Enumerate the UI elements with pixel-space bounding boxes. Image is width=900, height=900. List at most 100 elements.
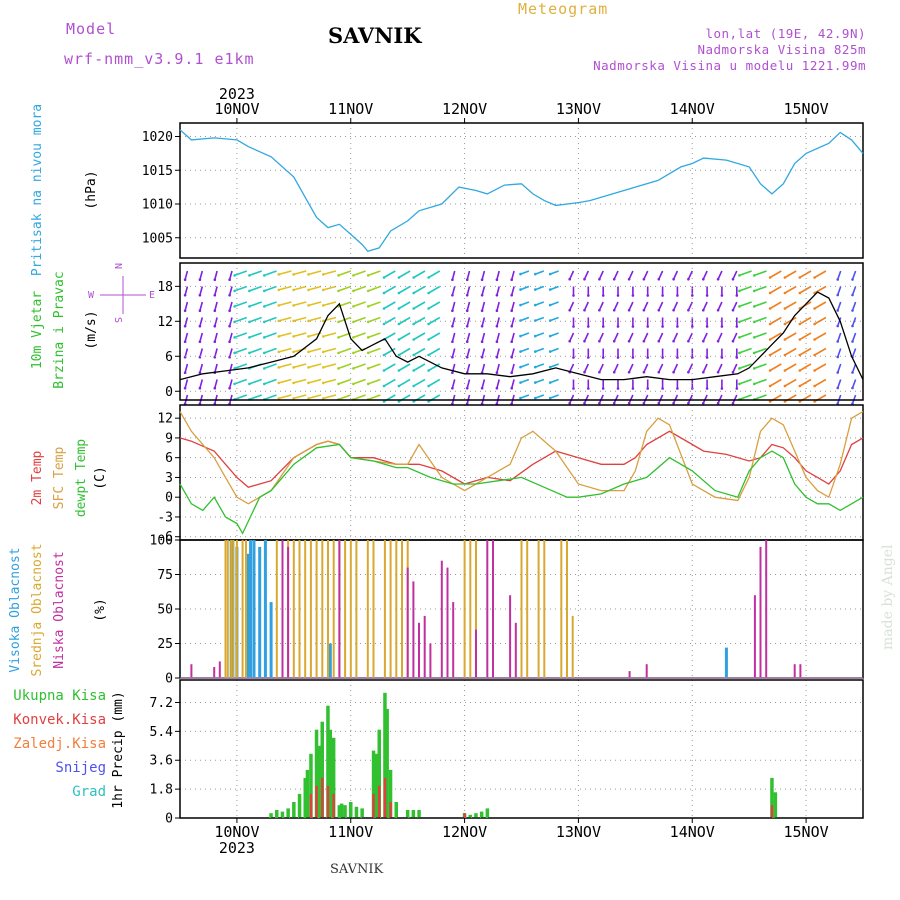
- wind-arrow: [658, 270, 664, 280]
- wind-arrow-head: [783, 400, 787, 403]
- wind-arrow: [496, 286, 500, 296]
- wind-arrow: [549, 285, 559, 291]
- wind-arrow: [769, 301, 782, 310]
- wind-arrow-head: [642, 370, 646, 374]
- cloud-bar: [230, 540, 233, 678]
- wind-arrow-head: [352, 305, 355, 308]
- wind-arrow: [836, 317, 842, 327]
- wind-arrow: [308, 378, 322, 384]
- wind-arrow-head: [738, 351, 741, 355]
- wind-arrow-head: [465, 324, 469, 328]
- wind-arrow-head: [510, 355, 513, 359]
- wind-arrow-head: [352, 289, 355, 293]
- wind-arrow: [520, 270, 530, 275]
- wind-arrow: [184, 317, 189, 327]
- wind-arrow-head: [587, 356, 590, 359]
- cloud-bar: [560, 540, 563, 678]
- wind-arrow-head: [616, 294, 620, 297]
- wind-arrow: [278, 347, 292, 353]
- wind-arrow-head: [263, 351, 266, 355]
- precip-legend-item: Snijeg: [55, 760, 106, 776]
- wind-arrow-head: [642, 277, 646, 281]
- wind-arrow: [814, 316, 827, 325]
- wind-arrow-head: [510, 293, 513, 297]
- temperature-line: [179, 430, 864, 489]
- wind-arrow: [428, 378, 441, 387]
- wind-arrow: [481, 332, 486, 342]
- cloud-bar: [190, 664, 193, 678]
- wind-arrow-head: [519, 365, 522, 369]
- wind-arrow: [481, 363, 486, 373]
- wind-arrow-head: [427, 276, 430, 279]
- wind-arrow: [799, 347, 812, 356]
- wind-arrow: [799, 332, 812, 341]
- precip-bar: [269, 813, 273, 818]
- wind-arrow-head: [495, 278, 499, 282]
- wind-arrow: [214, 317, 218, 327]
- cloud-bar: [526, 540, 529, 678]
- wind-arrow-head: [646, 387, 649, 390]
- day-label-top: 12NOV: [442, 100, 487, 118]
- cloud-bar: [418, 622, 420, 678]
- cloud-bar: [292, 540, 295, 678]
- wind-arrow-head: [233, 274, 236, 277]
- wind-arrow: [535, 347, 545, 353]
- wind-arrow: [466, 317, 471, 327]
- wind-arrow: [583, 270, 590, 280]
- precip-bar: [389, 802, 392, 818]
- cloud-bar: [327, 540, 329, 678]
- precip-bar: [385, 708, 389, 818]
- wind-arrow-head: [836, 402, 839, 405]
- wind-arrow-head: [397, 338, 401, 341]
- wind-arrow-head: [813, 353, 816, 357]
- wind-axis-label: 10m Vjetar: [30, 291, 45, 369]
- wind-arrow: [535, 285, 545, 291]
- wind-arrow: [784, 285, 797, 294]
- wind-arrow-head: [738, 274, 741, 277]
- wind-arrow: [338, 363, 352, 370]
- wind-arrow: [643, 332, 649, 342]
- wind-arrow-head: [687, 277, 690, 281]
- wind-arrow: [702, 394, 708, 404]
- wind-arrow: [672, 332, 679, 342]
- wind-arrow-head: [768, 291, 772, 295]
- wind-arrow-head: [366, 336, 370, 339]
- wind-arrow: [383, 301, 396, 310]
- wind-arrow-head: [691, 325, 694, 328]
- wind-arrow-head: [572, 356, 575, 359]
- wind-arrow: [308, 270, 322, 276]
- wind-arrow: [249, 378, 262, 385]
- wind-arrow-head: [716, 339, 720, 343]
- wind-arrow-head: [627, 370, 631, 374]
- cloud-bar: [765, 540, 768, 678]
- wind-arrow: [413, 270, 426, 279]
- wind-arrow: [769, 363, 782, 372]
- wind-arrow: [583, 301, 590, 311]
- wind-arrow: [184, 286, 189, 296]
- wind-arrow-head: [642, 401, 646, 405]
- wind-arrow: [799, 316, 812, 325]
- wind-arrow-head: [631, 387, 635, 390]
- cloud-bar: [281, 540, 284, 678]
- wind-arrow-head: [451, 340, 454, 344]
- wind-arrow: [814, 347, 827, 356]
- cloud-high-label: Visoka Oblacnost: [8, 547, 23, 672]
- cloud-bar: [469, 540, 472, 678]
- wind-arrow: [687, 301, 694, 311]
- wind-arrow: [568, 301, 575, 311]
- wind-arrow: [199, 332, 204, 342]
- wind-arrow: [228, 301, 233, 311]
- wind-arrow: [451, 379, 456, 389]
- wind-arrow-head: [657, 277, 661, 281]
- wind-arrow: [264, 363, 277, 370]
- wind-arrow-head: [798, 400, 802, 403]
- y-tick-label: 1020: [142, 130, 173, 145]
- day-label-bottom: 13NOV: [556, 823, 601, 841]
- precip-bar: [371, 750, 376, 818]
- wind-arrow-head: [572, 294, 575, 297]
- wind-arrow-head: [228, 371, 231, 375]
- wind-arrow: [851, 379, 857, 389]
- precip-bar: [331, 737, 336, 818]
- wind-arrow: [732, 332, 738, 342]
- wind-arrow-head: [672, 277, 675, 281]
